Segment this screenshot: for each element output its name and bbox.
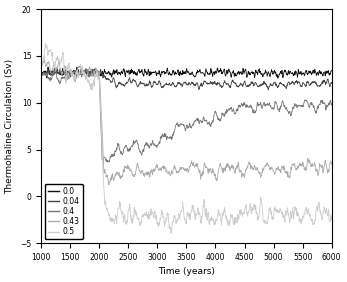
- Line: 0.04: 0.04: [41, 67, 332, 90]
- 0.0: [330, 69, 334, 72]
- 0.43: [57, 59, 61, 62]
- 0.43: [39, 67, 43, 70]
- X-axis label: Time (years): Time (years): [158, 267, 215, 276]
- 0.4: [266, 104, 270, 107]
- 0.43: [107, 183, 111, 186]
- 0.5: [316, 204, 320, 207]
- 0.43: [330, 163, 334, 166]
- 0.4: [277, 108, 281, 112]
- 0.04: [57, 72, 61, 76]
- 0.5: [39, 58, 43, 62]
- 0.43: [316, 174, 320, 177]
- 0.5: [296, 212, 301, 215]
- 0.5: [277, 209, 281, 213]
- 0.04: [266, 88, 270, 92]
- Y-axis label: Thermohaline Circulation (Sv): Thermohaline Circulation (Sv): [6, 59, 15, 194]
- 0.43: [296, 164, 301, 168]
- 0.5: [266, 215, 270, 219]
- 0.04: [330, 81, 334, 84]
- 0.0: [276, 76, 280, 80]
- 0.4: [84, 67, 88, 70]
- 0.43: [277, 168, 281, 172]
- 0.04: [98, 69, 102, 73]
- 0.5: [98, 102, 102, 105]
- 0.5: [57, 59, 61, 62]
- 0.4: [105, 160, 109, 164]
- Line: 0.4: 0.4: [41, 69, 332, 162]
- 0.43: [98, 93, 102, 97]
- 0.0: [46, 65, 50, 69]
- Line: 0.0: 0.0: [41, 67, 332, 78]
- 0.4: [330, 102, 334, 105]
- 0.0: [39, 69, 43, 72]
- 0.0: [57, 71, 61, 74]
- 0.43: [42, 58, 46, 61]
- 0.4: [98, 107, 102, 111]
- 0.04: [53, 66, 57, 69]
- 0.4: [39, 73, 43, 76]
- 0.5: [43, 41, 48, 45]
- 0.43: [266, 163, 270, 167]
- 0.0: [98, 74, 102, 78]
- 0.5: [169, 232, 173, 235]
- 0.0: [277, 74, 281, 78]
- Line: 0.43: 0.43: [41, 60, 332, 185]
- 0.0: [316, 72, 320, 76]
- 0.5: [330, 215, 334, 219]
- 0.04: [277, 84, 281, 88]
- 0.04: [316, 85, 320, 88]
- 0.4: [57, 78, 61, 82]
- Line: 0.5: 0.5: [41, 43, 332, 233]
- 0.04: [39, 72, 43, 75]
- Legend: 0.0, 0.04, 0.4, 0.43, 0.5: 0.0, 0.04, 0.4, 0.43, 0.5: [45, 184, 83, 239]
- 0.04: [266, 86, 270, 89]
- 0.0: [296, 69, 301, 72]
- 0.0: [266, 73, 270, 76]
- 0.4: [296, 105, 301, 108]
- 0.4: [316, 107, 320, 110]
- 0.04: [296, 81, 301, 84]
